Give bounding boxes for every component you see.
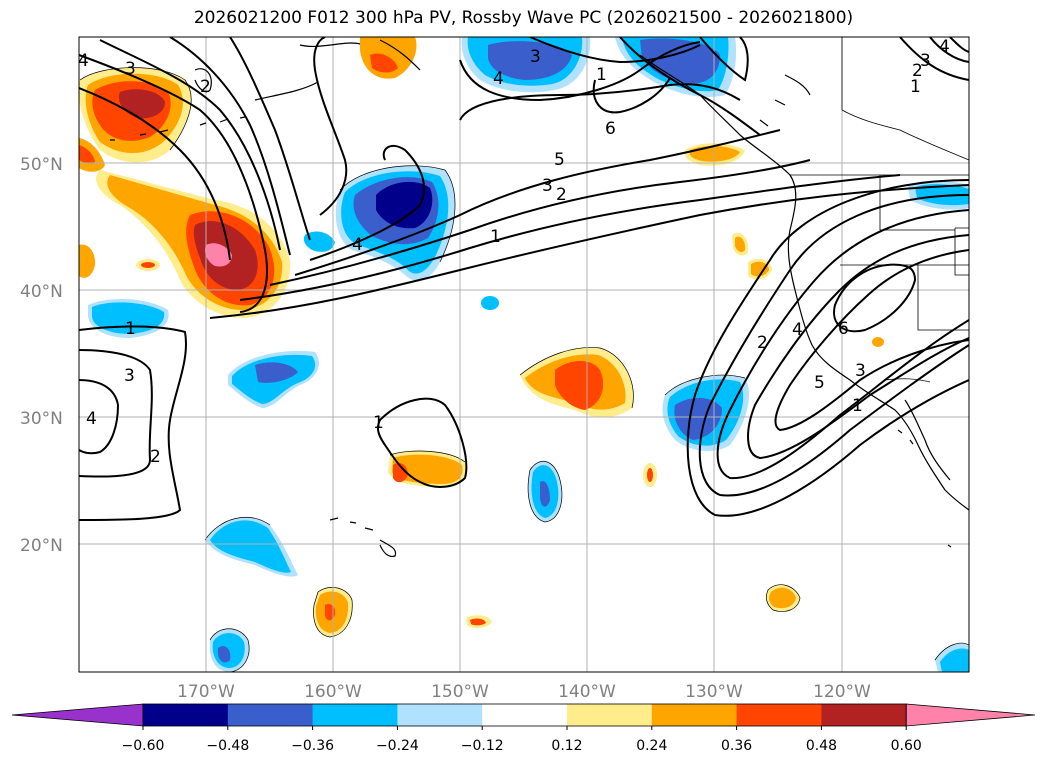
contour-label: 4 — [352, 235, 363, 255]
contour-label: 3 — [920, 51, 931, 71]
longitude-labels: 170°W 160°W 150°W 140°W 130°W 120°W — [177, 682, 871, 702]
colorbar-tick-labels: −0.60 −0.48 −0.36 −0.24 −0.12 0.12 0.24 0.36 0.4… — [122, 726, 922, 754]
colorbar-segment — [143, 704, 229, 726]
lon-label: 120°W — [813, 682, 871, 702]
colorbar — [11, 703, 1036, 727]
lat-label: 40°N — [20, 282, 63, 302]
contour-label: 3 — [542, 176, 553, 196]
lon-label: 150°W — [431, 682, 489, 702]
colorbar-segment — [397, 704, 483, 726]
contour-label: 2 — [556, 185, 567, 205]
colorbar-tick-label: −0.24 — [376, 738, 419, 754]
contour-label: 3 — [530, 47, 541, 67]
contour-labels: 3 2 4 3 4 1 6 5 3 2 1 4 1 3 4 2 1 2 4 6 … — [78, 37, 950, 467]
colorbar-frame — [142, 703, 907, 727]
contour-label: 1 — [490, 227, 501, 247]
colorbar-segment — [736, 704, 822, 726]
rossby-wave-contours — [79, 37, 969, 521]
colorbar-tick-label: 0.48 — [806, 738, 837, 754]
lat-label: 50°N — [20, 155, 63, 175]
contour-label: 3 — [125, 59, 136, 79]
colorbar-tick-label: 0.60 — [891, 738, 922, 754]
latitude-labels: 50°N 40°N 30°N 20°N — [20, 155, 63, 556]
colorbar-segment — [651, 704, 738, 726]
contour-label: 4 — [86, 409, 97, 429]
colorbar-tick-label: 0.24 — [636, 738, 667, 754]
colorbar-extend-low — [11, 703, 144, 727]
colorbar-extend-high — [905, 703, 1036, 727]
map-plot-area: 3 2 4 3 4 1 6 5 3 2 1 4 1 3 4 2 1 2 4 6 … — [78, 37, 969, 672]
map-title: 2026021200 F012 300 hPa PV, Rossby Wave … — [193, 8, 854, 28]
contour-label: 2 — [150, 447, 161, 467]
contour-label: 6 — [605, 119, 616, 139]
contour-label: 6 — [838, 319, 849, 339]
anomaly-outline-contours — [79, 67, 969, 672]
colorbar-segment — [227, 704, 314, 726]
graticule — [79, 37, 969, 672]
contour-label: 4 — [78, 51, 89, 71]
lon-label: 140°W — [558, 682, 616, 702]
lon-label: 170°W — [177, 682, 235, 702]
contour-label: 1 — [373, 413, 384, 433]
contour-label: 4 — [939, 37, 950, 57]
contour-label: 1 — [852, 396, 863, 416]
contour-label: 1 — [910, 77, 921, 97]
lat-label: 20°N — [20, 536, 63, 556]
contour-label: 5 — [814, 373, 825, 393]
lat-label: 30°N — [20, 409, 63, 429]
lon-label: 130°W — [685, 682, 743, 702]
colorbar-segment — [567, 704, 653, 726]
colorbar-segment — [312, 704, 398, 726]
contour-label: 3 — [124, 366, 135, 386]
positive-anomaly-regions — [79, 37, 884, 637]
contour-label: 1 — [596, 65, 607, 85]
lon-label: 160°W — [304, 682, 362, 702]
contour-label: 1 — [125, 319, 136, 339]
colorbar-tick-label: −0.48 — [206, 738, 249, 754]
colorbar-tick-label: 0.36 — [721, 738, 752, 754]
colorbar-segment — [821, 704, 907, 726]
contour-label: 4 — [493, 69, 504, 89]
contour-label: 5 — [554, 150, 565, 170]
colorbar-tick-label: −0.36 — [291, 738, 334, 754]
map-frame — [78, 36, 970, 673]
contour-label: 2 — [912, 61, 923, 81]
contour-label: 2 — [200, 77, 211, 97]
colorbar-tick-label: 0.12 — [551, 738, 582, 754]
colorbar-tick-label: −0.60 — [122, 738, 165, 754]
colorbar-tick-label: −0.12 — [461, 738, 504, 754]
contour-label: 3 — [855, 361, 866, 381]
contour-label: 2 — [757, 333, 768, 353]
colorbar-segment — [482, 704, 568, 726]
contour-label: 4 — [792, 320, 803, 340]
coastlines — [110, 39, 969, 557]
